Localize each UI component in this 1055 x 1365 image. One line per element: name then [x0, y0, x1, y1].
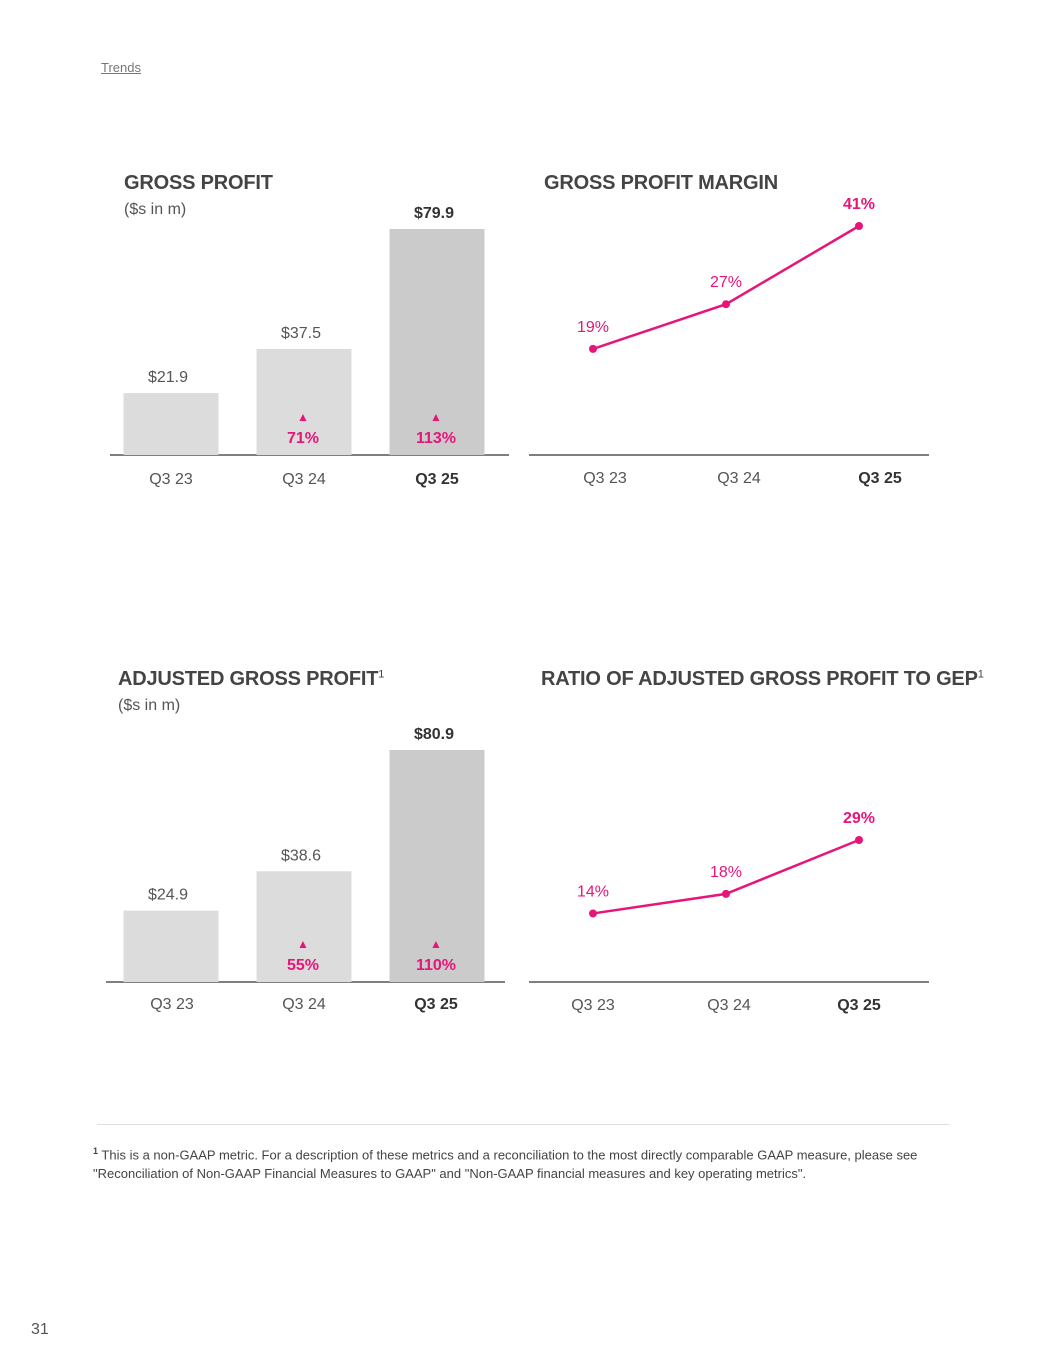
gross-profit-tick-label: Q3 25: [415, 471, 459, 488]
breadcrumb[interactable]: Trends: [101, 60, 141, 75]
gross-profit-margin-value-label: 27%: [710, 274, 742, 291]
gross-profit-tick-label: Q3 24: [282, 471, 326, 488]
page-number: 31: [31, 1321, 49, 1338]
gross-profit-bar: [123, 393, 219, 455]
adjusted-gross-profit-bar: [123, 910, 219, 982]
footnote-divider: [97, 1124, 949, 1125]
footnote: 1 This is a non-GAAP metric. For a descr…: [93, 1142, 933, 1183]
gross-profit-subtitle: ($s in m): [124, 201, 187, 218]
gross-profit-title: GROSS PROFIT: [124, 172, 273, 194]
adjusted-gross-profit-subtitle: ($s in m): [118, 697, 181, 714]
gross-profit-margin-point: [589, 344, 597, 353]
ratio-gep-point: [589, 909, 597, 918]
adjusted-gross-profit-growth-label: 55%: [287, 957, 319, 974]
adjusted-gross-profit-value-label: $24.9: [148, 887, 188, 904]
gross-profit-margin-value-label: 41%: [843, 196, 875, 213]
footnote-marker: 1: [93, 1146, 99, 1156]
gross-profit-margin-point: [855, 222, 863, 230]
adjusted-gross-profit-value-label: $80.9: [414, 726, 454, 743]
gross-profit-value-label: $21.9: [148, 369, 188, 386]
gross-profit-value-label: $37.5: [281, 325, 321, 342]
ratio-gep-value-label: 18%: [710, 864, 742, 881]
gross-profit-margin-value-label: 19%: [577, 319, 609, 336]
gross-profit-value-label: $79.9: [414, 205, 454, 222]
gross-profit-margin-title: GROSS PROFIT MARGIN: [544, 172, 778, 194]
ratio-gep-value-label: 14%: [577, 883, 609, 900]
gross-profit-tick-label: Q3 23: [149, 471, 193, 488]
gross-profit-growth-arrow: ▲: [430, 410, 442, 424]
ratio-gep-point: [855, 836, 863, 844]
adjusted-gross-profit-growth-label: 110%: [416, 957, 456, 974]
adjusted-gross-profit-bar: [256, 871, 352, 982]
ratio-adjusted-gross-profit-gep-title: RATIO OF ADJUSTED GROSS PROFIT TO GEP1: [541, 668, 984, 690]
adjusted-gross-profit-title: ADJUSTED GROSS PROFIT1: [118, 668, 385, 690]
gross-profit-bar: [389, 229, 485, 455]
footnote-text: This is a non-GAAP metric. For a descrip…: [93, 1147, 918, 1182]
ratio-gep-value-label: 29%: [843, 810, 875, 827]
ratio-gep-point: [722, 889, 730, 898]
gross-profit-growth-label: 113%: [416, 430, 456, 447]
adjusted-gross-profit-bar: [389, 750, 485, 982]
ratio-gep-tick-label: Q3 23: [571, 997, 615, 1014]
gross-profit-margin-tick-label: Q3 25: [858, 470, 902, 487]
gross-profit-bar: [256, 348, 352, 455]
gross-profit-margin-tick-label: Q3 23: [583, 470, 627, 487]
adjusted-gross-profit-value-label: $38.6: [281, 847, 321, 864]
adjusted-gross-profit-tick-label: Q3 23: [150, 996, 194, 1013]
adjusted-gross-profit-growth-arrow: ▲: [430, 937, 442, 951]
gross-profit-growth-arrow: ▲: [297, 410, 309, 424]
gross-profit-growth-label: 71%: [287, 430, 319, 447]
adjusted-gross-profit-tick-label: Q3 25: [414, 996, 458, 1013]
gross-profit-margin-point: [722, 300, 730, 309]
gross-profit-margin-tick-label: Q3 24: [717, 470, 761, 487]
ratio-gep-tick-label: Q3 24: [707, 997, 751, 1014]
ratio-gep-tick-label: Q3 25: [837, 997, 881, 1014]
adjusted-gross-profit-growth-arrow: ▲: [297, 937, 309, 951]
adjusted-gross-profit-tick-label: Q3 24: [282, 996, 326, 1013]
